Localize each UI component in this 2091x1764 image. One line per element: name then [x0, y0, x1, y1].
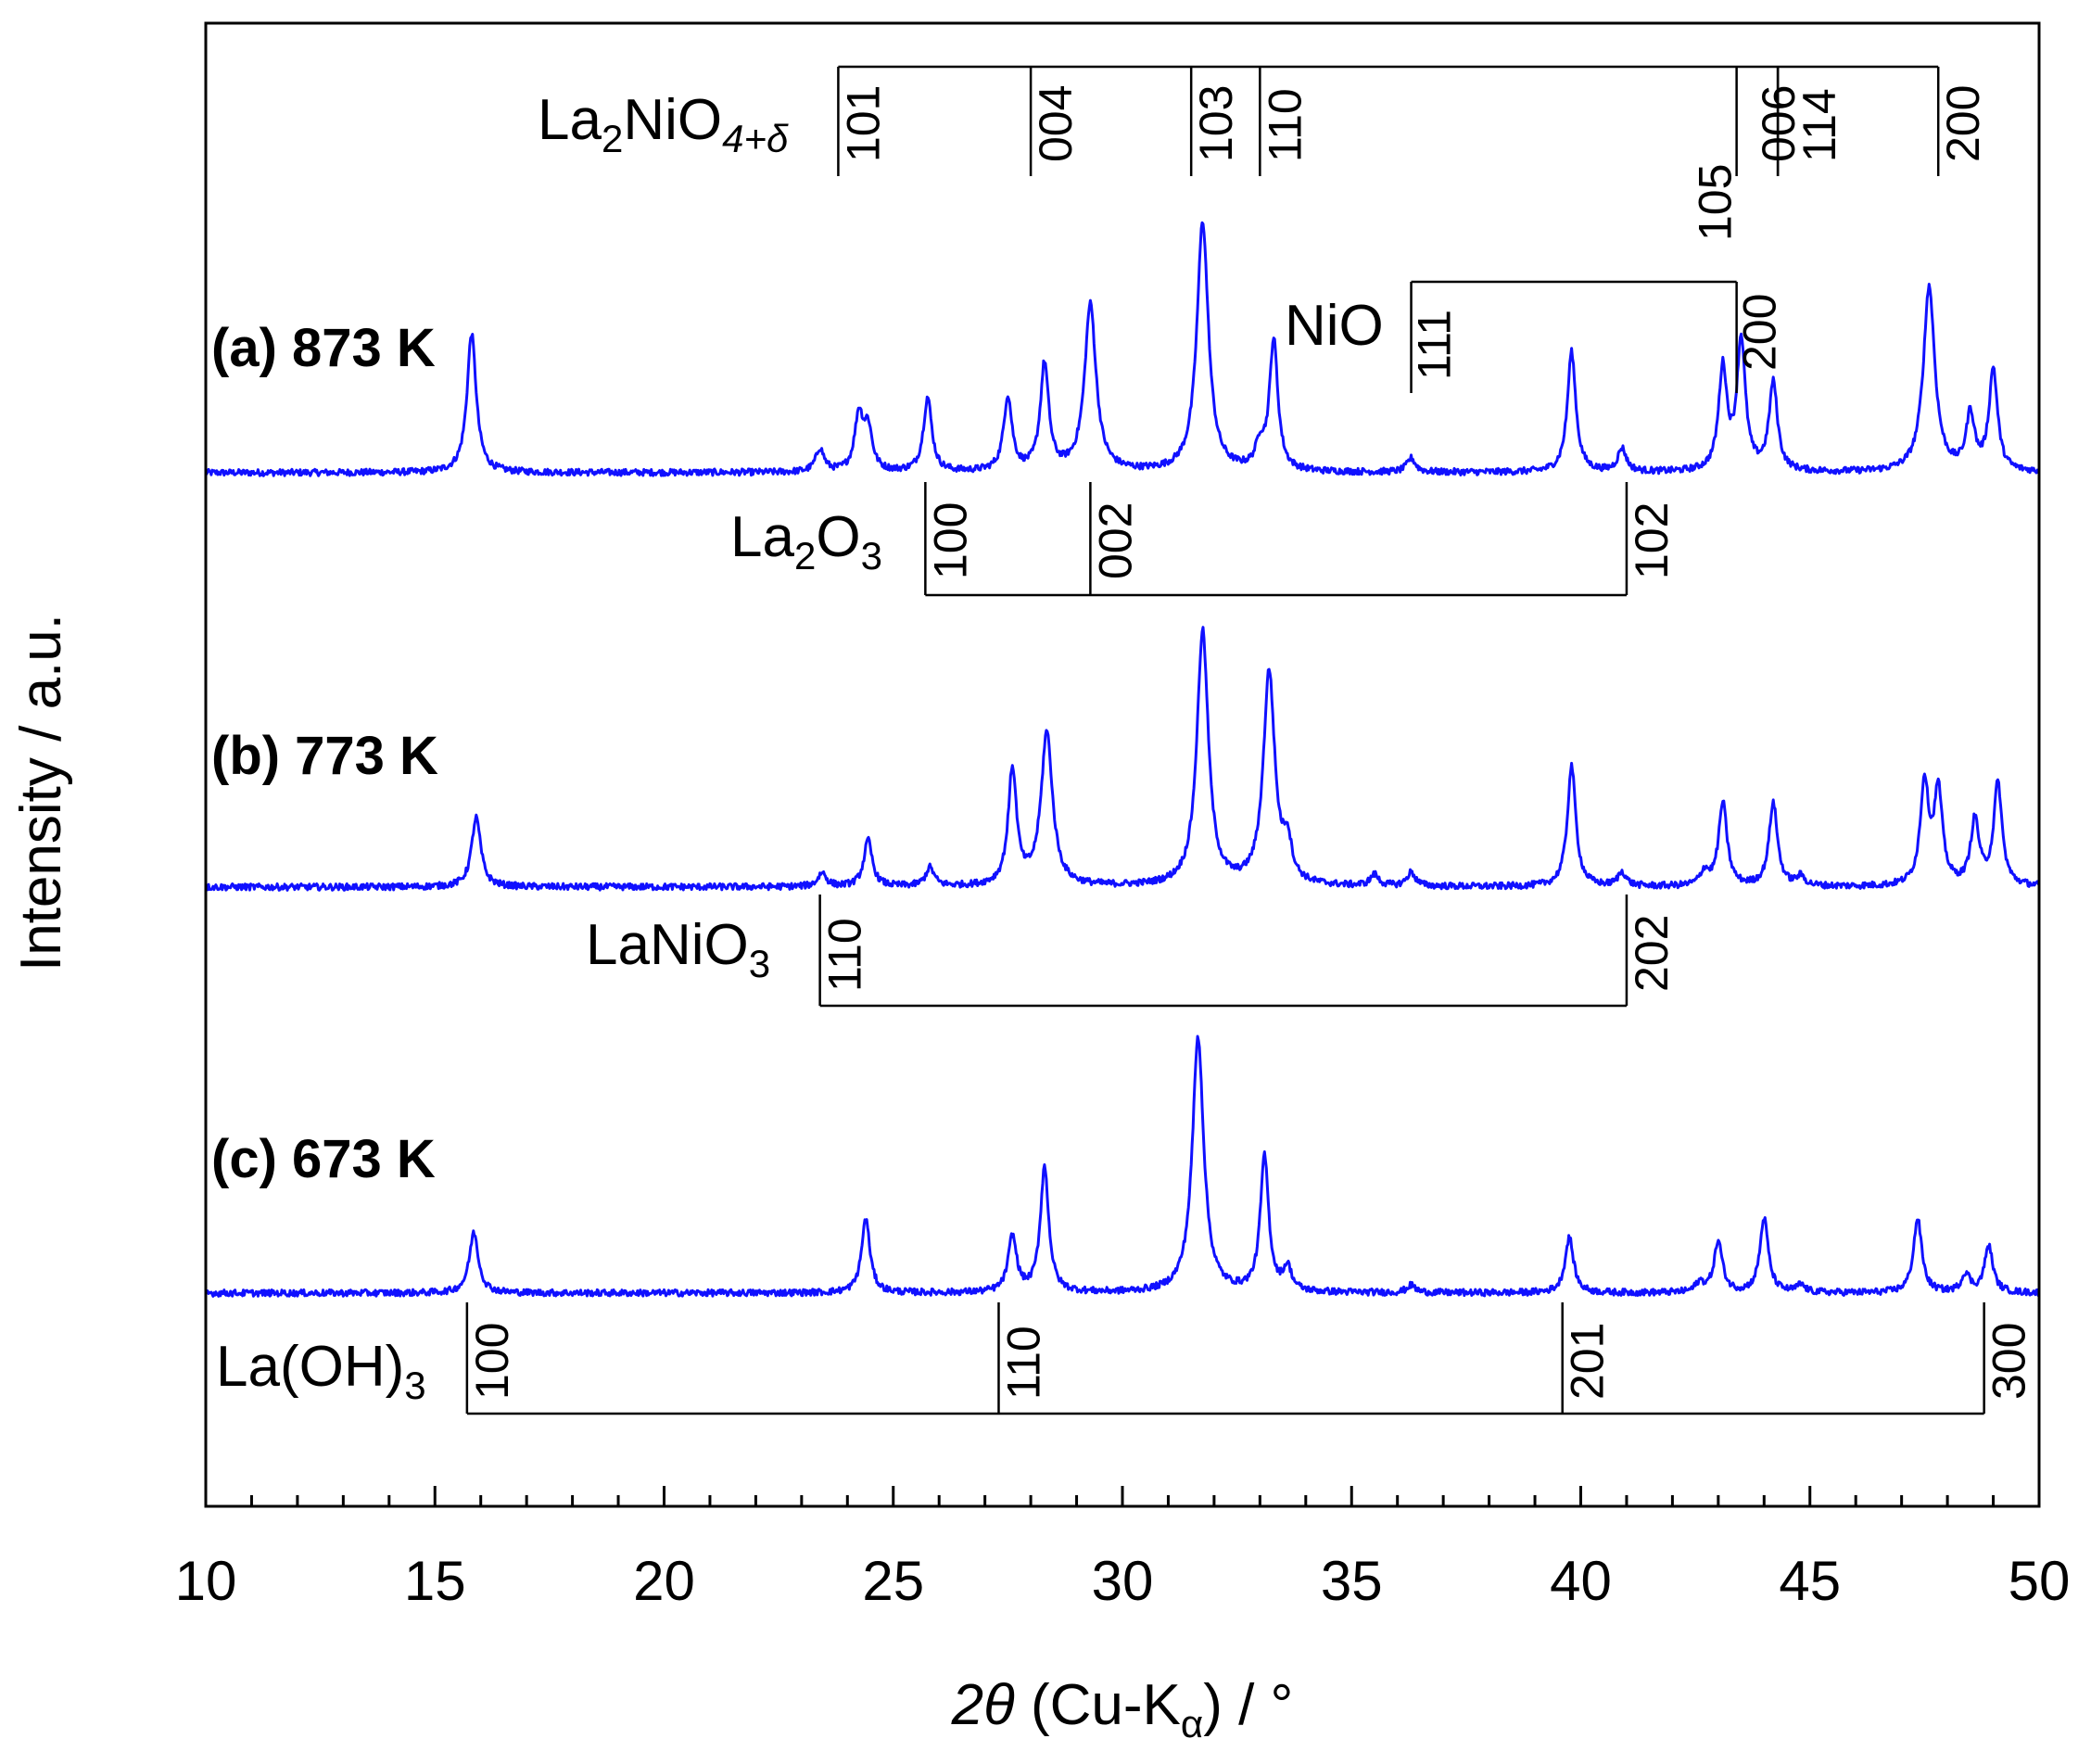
hkl-label: 114	[1793, 88, 1845, 162]
x-axis-label-sub: α	[1181, 1702, 1203, 1745]
x-tick-label: 15	[404, 1550, 466, 1612]
series-label: (b) 773 K	[211, 726, 438, 786]
hkl-label: 110	[997, 1326, 1049, 1400]
phase-label-lanio3: LaNiO3	[586, 913, 770, 985]
hkl-label: 200	[1937, 85, 1989, 162]
phase-label-la2nio4: La2NiO4+δ	[538, 88, 789, 160]
x-tick-label: 50	[2009, 1550, 2071, 1612]
xrd-curve-b	[205, 626, 2041, 892]
hkl-label: 202	[1626, 915, 1678, 992]
hkl-label: 111	[1409, 310, 1461, 380]
x-axis-label-mid: (Cu-K	[1015, 1673, 1181, 1737]
series-label: (a) 873 K	[211, 318, 436, 378]
hkl-label: 101	[837, 85, 889, 162]
hkl-label: 004	[1030, 85, 1082, 162]
hkl-label: 100	[924, 502, 976, 579]
x-tick-label: 25	[862, 1550, 924, 1612]
hkl-label: 100	[466, 1323, 518, 1400]
x-axis-label: 2θ (Cu-Kα) / °	[951, 1673, 1294, 1745]
y-axis-label: Intensity / a.u.	[9, 614, 73, 971]
x-tick-label: 10	[175, 1550, 237, 1612]
x-tick-label: 45	[1779, 1550, 1841, 1612]
plot-frame	[204, 21, 2041, 1508]
phase-label-la2o3: La2O3	[730, 505, 882, 577]
hkl-label: 105	[1690, 164, 1742, 241]
diffraction-curves	[204, 221, 2041, 1298]
x-tick-label: 20	[633, 1550, 695, 1612]
series-labels: (a) 873 K (b) 773 K (c) 673 K	[211, 318, 438, 1189]
xrd-curve-c	[204, 1034, 2041, 1298]
x-tick-label: 40	[1550, 1550, 1612, 1612]
phase-label-laoh3: La(OH)3	[216, 1335, 426, 1407]
hkl-label: 002	[1089, 502, 1141, 579]
xrd-curve-a	[204, 221, 2041, 477]
x-tick-label: 30	[1092, 1550, 1154, 1612]
hkl-label: 201	[1562, 1323, 1614, 1400]
hkl-label: 103	[1190, 85, 1242, 162]
x-axis-label-theta: 2θ	[951, 1673, 1015, 1737]
x-axis-label-end: ) / °	[1203, 1673, 1293, 1737]
x-tick-label: 35	[1321, 1550, 1383, 1612]
hkl-label: 102	[1626, 502, 1678, 579]
hkl-label: 200	[1734, 294, 1786, 371]
hkl-label: 110	[819, 918, 871, 992]
series-label: (c) 673 K	[211, 1129, 436, 1189]
hkl-label: 300	[1983, 1323, 2035, 1400]
hkl-label: 110	[1259, 88, 1311, 162]
phase-label-nio: NiO	[1285, 294, 1384, 358]
x-axis: 10 15 20 25 30 35 40 45 50	[175, 1486, 2071, 1612]
